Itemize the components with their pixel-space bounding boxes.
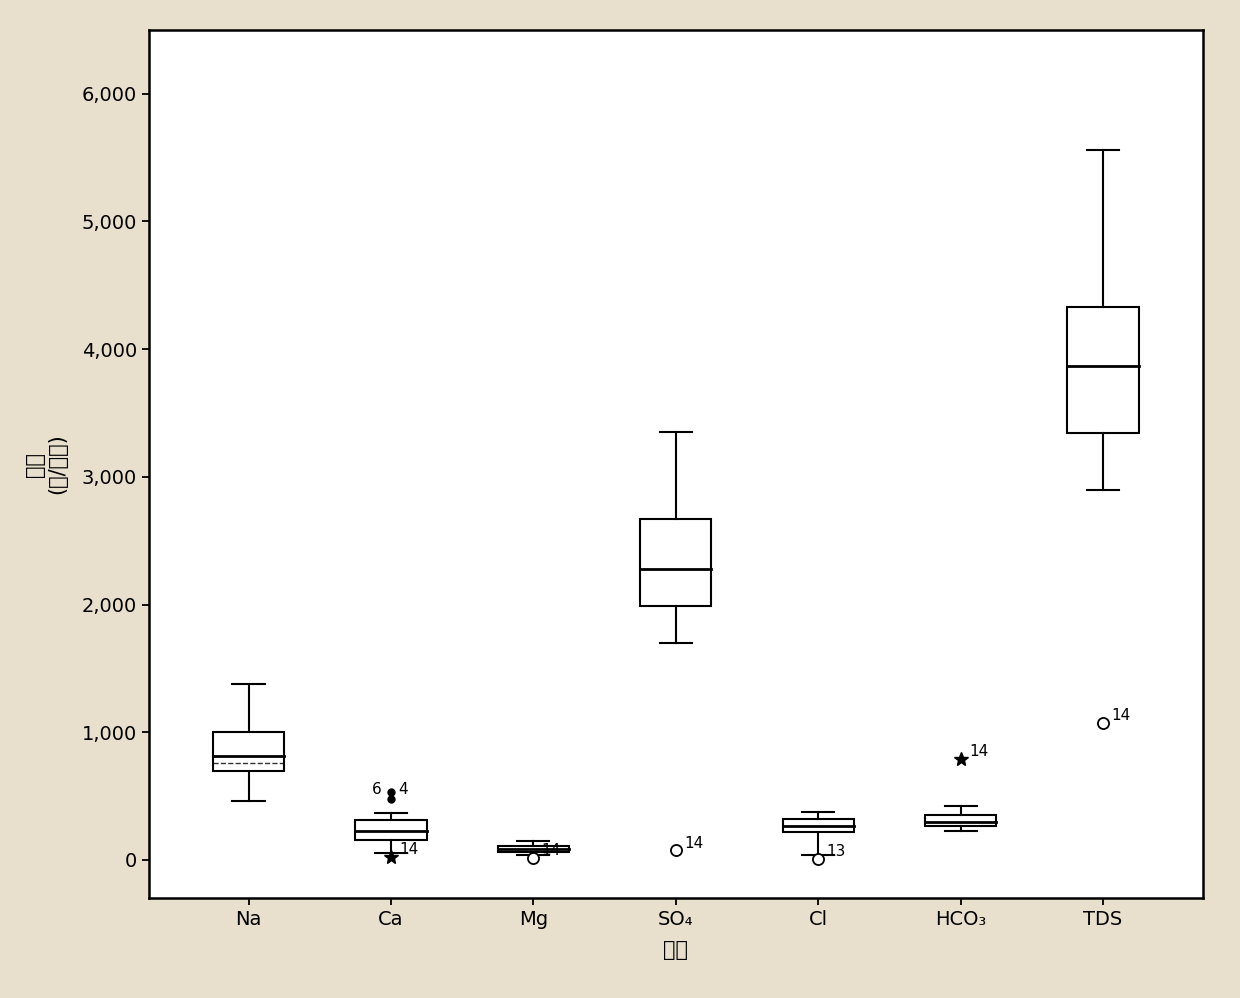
Bar [356, 820, 427, 840]
Text: 14: 14 [1111, 709, 1131, 724]
Bar [782, 819, 854, 831]
Text: 14: 14 [684, 835, 703, 850]
X-axis label: 指标: 指标 [663, 940, 688, 960]
Text: 6: 6 [372, 781, 381, 796]
Bar [640, 519, 712, 606]
Text: 14: 14 [542, 843, 560, 858]
Text: 14: 14 [968, 745, 988, 759]
Text: 14: 14 [399, 842, 419, 857]
Bar [1068, 307, 1138, 433]
Bar [497, 845, 569, 852]
Text: 13: 13 [827, 844, 846, 859]
Bar [925, 814, 996, 825]
Y-axis label: 浓度
(丁/毛升): 浓度 (丁/毛升) [25, 434, 68, 494]
Text: 4: 4 [398, 781, 408, 796]
Bar [213, 733, 284, 770]
